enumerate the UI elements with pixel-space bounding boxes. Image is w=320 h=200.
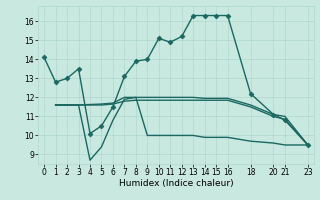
X-axis label: Humidex (Indice chaleur): Humidex (Indice chaleur)	[119, 179, 233, 188]
